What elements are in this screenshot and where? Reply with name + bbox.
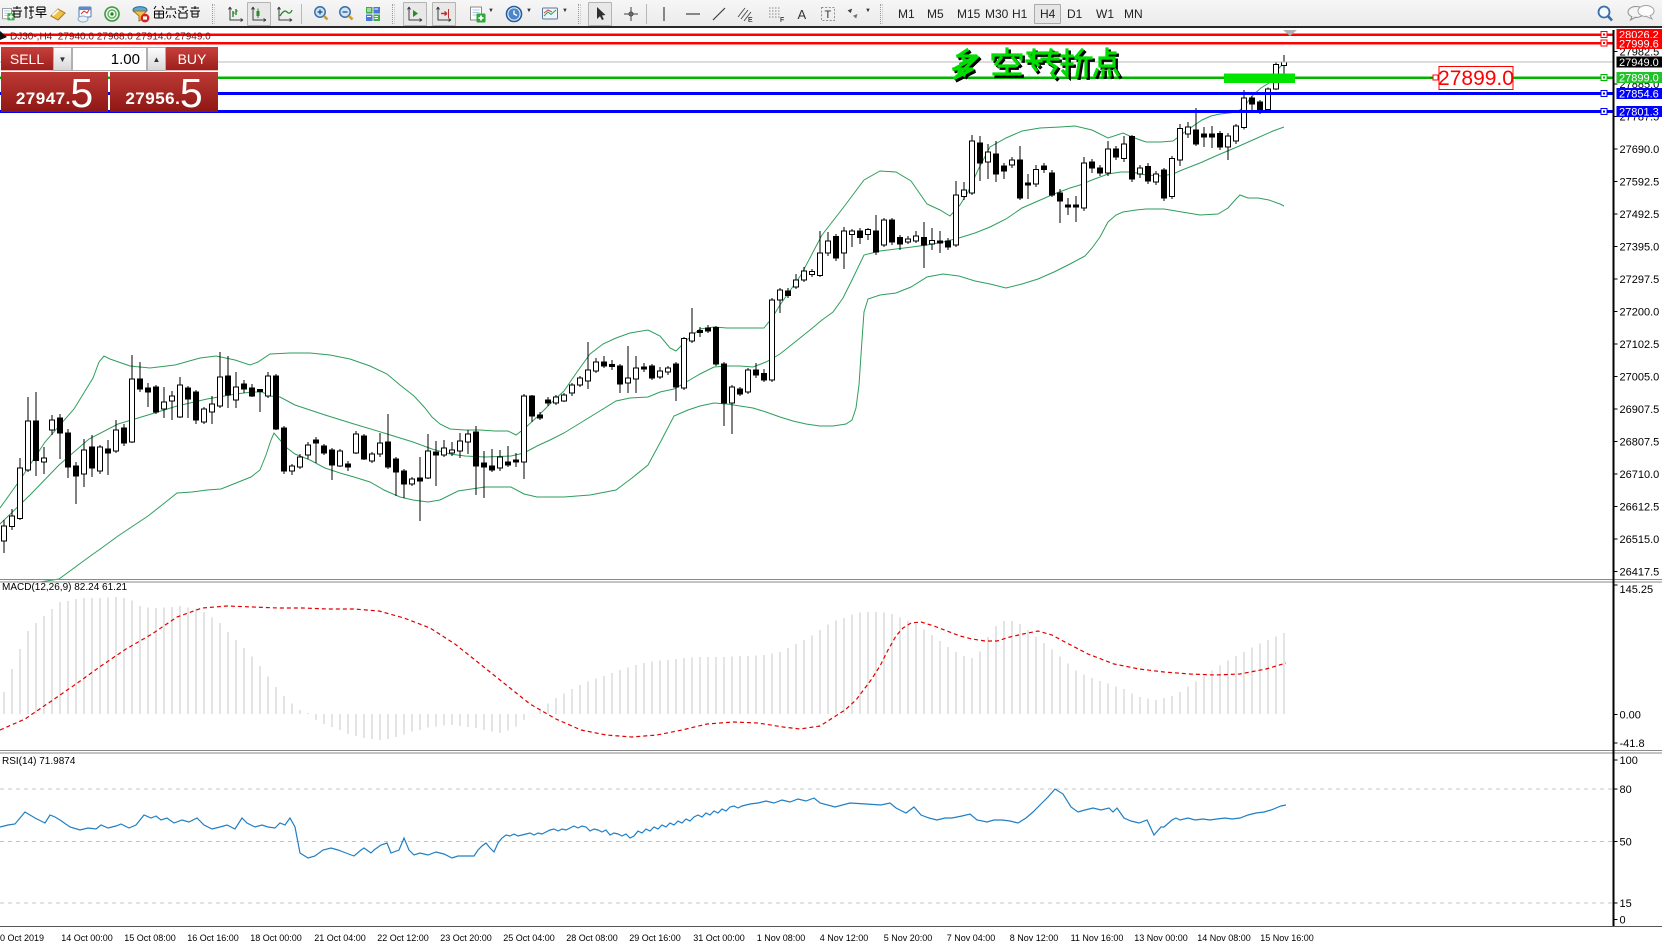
- svg-text:22 Oct 12:00: 22 Oct 12:00: [377, 933, 429, 943]
- svg-text:50: 50: [1620, 837, 1632, 849]
- svg-text:14 Oct 00:00: 14 Oct 00:00: [61, 933, 113, 943]
- svg-text:27854.6: 27854.6: [1619, 89, 1659, 101]
- svg-text:80: 80: [1620, 784, 1632, 796]
- svg-text:14 Nov 08:00: 14 Nov 08:00: [1197, 933, 1251, 943]
- svg-text:4 Nov 12:00: 4 Nov 12:00: [820, 933, 869, 943]
- svg-text:0.00: 0.00: [1620, 710, 1641, 722]
- svg-text:0 Oct 2019: 0 Oct 2019: [0, 933, 44, 943]
- svg-text:T: T: [825, 9, 832, 21]
- svg-text:27592.5: 27592.5: [1620, 177, 1660, 189]
- svg-text:145.25: 145.25: [1620, 584, 1654, 596]
- svg-text:F: F: [780, 17, 784, 24]
- svg-text:26807.5: 26807.5: [1620, 437, 1660, 449]
- svg-text:13 Nov 00:00: 13 Nov 00:00: [1134, 933, 1188, 943]
- svg-text:27899.0: 27899.0: [1619, 73, 1659, 85]
- svg-text:21 Oct 04:00: 21 Oct 04:00: [314, 933, 366, 943]
- svg-text:7 Nov 04:00: 7 Nov 04:00: [947, 933, 996, 943]
- svg-text:27492.5: 27492.5: [1620, 209, 1660, 221]
- svg-text:27899.0: 27899.0: [1438, 67, 1514, 90]
- svg-text:27395.0: 27395.0: [1620, 242, 1660, 254]
- svg-text:15 Nov 16:00: 15 Nov 16:00: [1260, 933, 1314, 943]
- svg-text:16 Oct 16:00: 16 Oct 16:00: [187, 933, 239, 943]
- svg-text:26417.5: 26417.5: [1620, 567, 1660, 579]
- svg-text:-41.8: -41.8: [1620, 738, 1645, 750]
- svg-text:27949.0: 27949.0: [1619, 57, 1659, 69]
- svg-text:DJ30-,H4 27940.0 27968.0 2791: DJ30-,H4 27940.0 27968.0 27914.0 27949.0: [10, 32, 211, 43]
- svg-text:28 Oct 08:00: 28 Oct 08:00: [566, 933, 618, 943]
- svg-text:8 Nov 12:00: 8 Nov 12:00: [1010, 933, 1059, 943]
- svg-text:27999.6: 27999.6: [1619, 39, 1659, 51]
- svg-text:0: 0: [1620, 915, 1626, 927]
- svg-text:27690.0: 27690.0: [1620, 144, 1660, 156]
- svg-text:E: E: [748, 17, 753, 24]
- svg-text:27200.0: 27200.0: [1620, 307, 1660, 319]
- svg-text:26907.5: 26907.5: [1620, 404, 1660, 416]
- svg-text:29 Oct 16:00: 29 Oct 16:00: [629, 933, 681, 943]
- svg-text:27102.5: 27102.5: [1620, 339, 1660, 351]
- svg-text:15: 15: [1620, 898, 1632, 910]
- svg-text:25 Oct 04:00: 25 Oct 04:00: [503, 933, 555, 943]
- svg-text:23 Oct 20:00: 23 Oct 20:00: [440, 933, 492, 943]
- svg-text:100: 100: [1620, 755, 1638, 767]
- svg-text:27297.5: 27297.5: [1620, 274, 1660, 286]
- svg-text:5 Nov 20:00: 5 Nov 20:00: [884, 933, 933, 943]
- svg-text:27982.5: 27982.5: [1620, 47, 1660, 59]
- svg-text:A: A: [798, 7, 807, 22]
- svg-text:27005.0: 27005.0: [1620, 372, 1660, 384]
- svg-text:26612.5: 26612.5: [1620, 502, 1660, 514]
- svg-text:RSI(14) 71.9874: RSI(14) 71.9874: [2, 756, 76, 767]
- svg-text:26710.0: 26710.0: [1620, 469, 1660, 481]
- svg-text:31 Oct 00:00: 31 Oct 00:00: [693, 933, 745, 943]
- svg-text:27801.3: 27801.3: [1619, 107, 1659, 119]
- svg-text:18 Oct 00:00: 18 Oct 00:00: [250, 933, 302, 943]
- svg-text:11 Nov 16:00: 11 Nov 16:00: [1071, 933, 1124, 943]
- svg-text:15 Oct 08:00: 15 Oct 08:00: [124, 933, 176, 943]
- svg-text:1 Nov 08:00: 1 Nov 08:00: [757, 933, 806, 943]
- svg-text:26515.0: 26515.0: [1620, 534, 1660, 546]
- svg-text:MACD(12,26,9) 82.24 61.21: MACD(12,26,9) 82.24 61.21: [2, 582, 128, 593]
